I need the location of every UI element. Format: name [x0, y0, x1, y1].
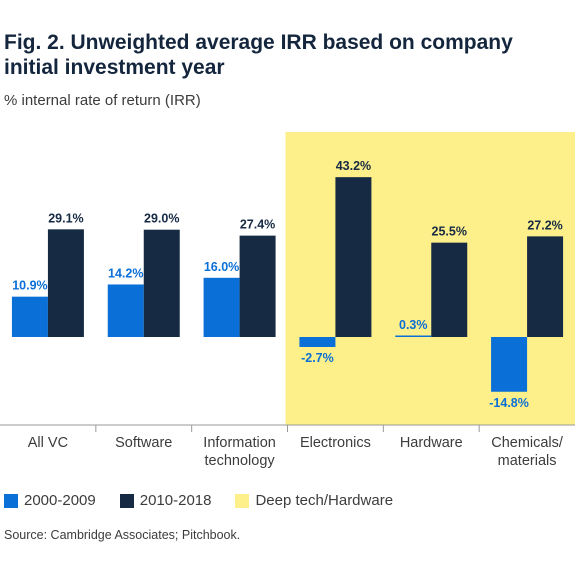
chart-title: Fig. 2. Unweighted average IRR based on … — [4, 31, 513, 79]
category-label-line: Information — [203, 435, 276, 451]
bar-2000-2009-3 — [299, 337, 336, 347]
bar-2000-2009-2 — [203, 277, 240, 337]
data-label-2010-2018-5: 27.2% — [527, 218, 562, 232]
category-label-line: Electronics — [300, 435, 371, 451]
category-label-4: Hardware — [400, 435, 463, 451]
source-note: Source: Cambridge Associates; Pitchbook. — [4, 528, 241, 542]
bar-2010-2018-0 — [47, 229, 84, 337]
data-label-2000-2009-5: -14.8% — [489, 396, 529, 410]
data-label-2000-2009-3: -2.7% — [301, 351, 334, 365]
legend-swatch-2000-2009 — [4, 493, 18, 508]
bar-2000-2009-5 — [491, 337, 528, 392]
bar-2010-2018-4 — [431, 242, 468, 337]
category-label-2: Information technology — [203, 435, 276, 469]
bar-2000-2009-0 — [11, 296, 48, 337]
legend-label-2010-2018: 2010-2018 — [139, 492, 212, 509]
legend-label-2000-2009: 2000-2009 — [24, 492, 96, 509]
category-label-1: Software — [115, 435, 172, 451]
data-label-2010-2018-3: 43.2% — [336, 159, 371, 173]
category-label-line: All VC — [28, 435, 68, 451]
category-label-line: Software — [115, 435, 172, 451]
category-label-line: materials — [498, 453, 557, 469]
legend: 2000-2009 2010-2018 Deep tech/Hardware — [4, 492, 417, 509]
legend-swatch-2010-2018 — [119, 493, 134, 508]
bar-2010-2018-5 — [527, 236, 564, 337]
legend-item-2010-2018: 2010-2018 — [119, 492, 212, 509]
data-label-2000-2009-4: 0.3% — [399, 318, 428, 332]
bar-2000-2009-1 — [107, 284, 144, 337]
data-label-2000-2009-2: 16.0% — [204, 260, 239, 274]
data-label-2010-2018-2: 27.4% — [240, 218, 275, 232]
data-label-2000-2009-0: 10.9% — [12, 279, 47, 293]
data-label-2000-2009-1: 14.2% — [108, 266, 143, 280]
category-label-3: Electronics — [300, 435, 371, 451]
data-label-2010-2018-1: 29.0% — [144, 212, 179, 226]
category-label-line: Chemicals/ — [491, 435, 564, 451]
bar-2010-2018-3 — [335, 177, 372, 337]
legend-swatch-deep-tech — [235, 493, 250, 508]
bar-2010-2018-2 — [239, 235, 276, 337]
category-label-line: technology — [205, 453, 276, 469]
bar-2000-2009-4 — [395, 335, 432, 337]
category-label-0: All VC — [28, 435, 68, 451]
chart-subtitle: % internal rate of return (IRR) — [4, 92, 201, 109]
data-label-2010-2018-4: 25.5% — [432, 225, 467, 239]
data-label-2010-2018-0: 29.1% — [48, 211, 83, 225]
legend-item-deep-tech: Deep tech/Hardware — [235, 492, 393, 509]
bar-2010-2018-1 — [143, 229, 180, 337]
legend-label-deep-tech: Deep tech/Hardware — [255, 492, 394, 509]
category-label-line: Hardware — [400, 435, 463, 451]
category-label-5: Chemicals/materials — [491, 435, 564, 469]
legend-item-2000-2009: 2000-2009 — [4, 492, 96, 509]
